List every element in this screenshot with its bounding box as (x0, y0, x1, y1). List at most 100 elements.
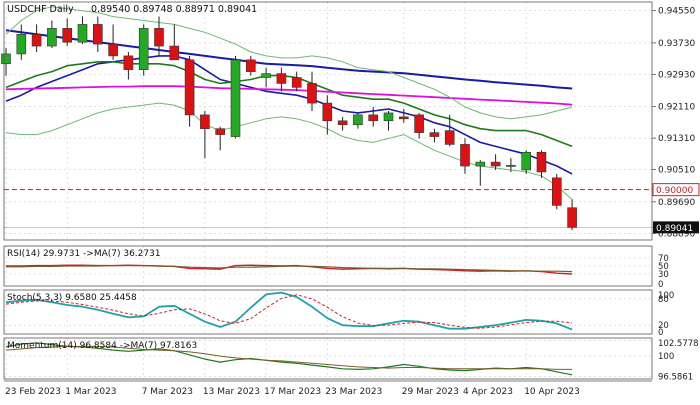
bearish-candle (444, 114, 455, 147)
bearish-candle (567, 199, 577, 231)
x-tick-label: 23 Feb 2023 (5, 387, 61, 397)
candle-body (47, 28, 57, 47)
candle-body (398, 116, 409, 120)
bearish-candle (215, 126, 225, 151)
x-tick-label: 29 Mar 2023 (402, 387, 459, 397)
candle-body (246, 59, 256, 72)
candle-body (169, 45, 180, 61)
stoch-line-d (5, 294, 573, 329)
momentum-tick-label: 102.5778 (658, 339, 699, 349)
bearish-candle (307, 71, 317, 111)
current-price-label: 0.89041 (656, 224, 693, 234)
price-panel-frame (3, 1, 653, 241)
candle-body (337, 120, 348, 126)
level-label-box (652, 183, 700, 197)
bullish-candle (16, 24, 27, 60)
bearish-candle (551, 173, 562, 210)
bearish-candle (291, 71, 302, 92)
candle-body (506, 164, 516, 167)
bearish-candle (460, 138, 470, 174)
candle-body (490, 161, 501, 167)
bearish-candle (108, 24, 118, 60)
bearish-candle (276, 67, 287, 92)
x-tick-label: 7 Mar 2023 (142, 387, 193, 397)
stoch-panel-frame (3, 289, 653, 335)
bearish-candle (169, 24, 180, 61)
bearish-candle (429, 128, 440, 143)
bullish-candle (138, 24, 149, 76)
bullish-candle (383, 110, 394, 131)
stoch-tick-label: 0 (658, 328, 663, 338)
candle-body (444, 130, 455, 145)
bullish-candle (353, 112, 363, 129)
candle-body (307, 83, 317, 104)
candle-body (414, 114, 424, 133)
x-tick-label: 1 Mar 2023 (65, 387, 116, 397)
bearish-candle (398, 109, 409, 123)
candle-body (215, 128, 225, 135)
y-tick-label: 0.88890 (658, 229, 695, 239)
candle-body (1, 53, 11, 65)
stoch-tick-label: 80 (658, 295, 669, 305)
rsi-tick-label: 50 (658, 262, 669, 272)
bullish-candle (47, 20, 57, 49)
current-price-box (653, 221, 699, 234)
candle-body (93, 24, 103, 45)
candle-body (383, 112, 394, 122)
bearish-candle (200, 110, 210, 159)
candle-body (77, 24, 88, 43)
x-tick-label: 10 Apr 2023 (524, 387, 580, 397)
bullish-candle (261, 67, 271, 88)
candle-body (429, 132, 440, 137)
x-tick-label: 17 Mar 2023 (264, 387, 321, 397)
bearish-candle (536, 150, 547, 178)
candle-body (154, 28, 164, 47)
bearish-candle (246, 55, 256, 76)
bearish-candle (184, 55, 195, 127)
momentum-tick-label: 96.5861 (658, 373, 693, 383)
y-tick-label: 0.92110 (658, 103, 695, 113)
stoch-line-k (5, 291, 573, 331)
rsi-line-rsi_ma (6, 265, 573, 273)
candle-body (138, 28, 149, 70)
bearish-candle (123, 51, 134, 80)
y-tick-label: 0.89690 (658, 198, 695, 208)
stoch-tick-label: 100 (658, 291, 674, 301)
candle-body (16, 33, 27, 55)
candle-body (62, 28, 73, 43)
rsi-tick-label: 30 (658, 270, 669, 280)
y-tick-label: 0.93730 (658, 39, 695, 49)
candle-body (322, 102, 333, 122)
x-tick-label: 23 Mar 2023 (325, 387, 382, 397)
bearish-candle (154, 16, 164, 56)
level-label: 0.90000 (656, 186, 693, 196)
bullish-candle (475, 160, 486, 186)
chart-title: USDCHF Daily (7, 4, 74, 15)
ohlc-readout: 0.89540 0.89748 0.88971 0.89041 (91, 4, 257, 15)
bearish-candle (368, 107, 379, 127)
candle-body (261, 73, 271, 78)
bearish-candle (490, 154, 501, 170)
overlay-line-blue (5, 55, 573, 175)
overlay-line-band (5, 6, 573, 120)
candle-body (230, 59, 241, 137)
bearish-candle (337, 116, 348, 131)
overlay-line-magenta (5, 85, 573, 106)
momentum-line-momentum_ma (5, 345, 573, 370)
y-tick-label: 0.90510 (658, 166, 695, 176)
candle-body (368, 114, 379, 122)
stoch-title: Stoch(5,3,3) 9.6580 25.4458 (7, 293, 137, 303)
bearish-candle (62, 18, 73, 47)
candle-body (31, 33, 42, 47)
bearish-candle (31, 24, 42, 52)
candle-body (200, 114, 210, 129)
y-tick-label: 0.91310 (658, 134, 695, 144)
candle-body (276, 73, 287, 84)
momentum-line-momentum (5, 342, 573, 376)
y-tick-label: 0.94550 (658, 7, 695, 17)
candle-body (551, 177, 562, 206)
bullish-candle (1, 48, 11, 76)
candle-body (521, 151, 532, 171)
candle-body (353, 114, 363, 126)
